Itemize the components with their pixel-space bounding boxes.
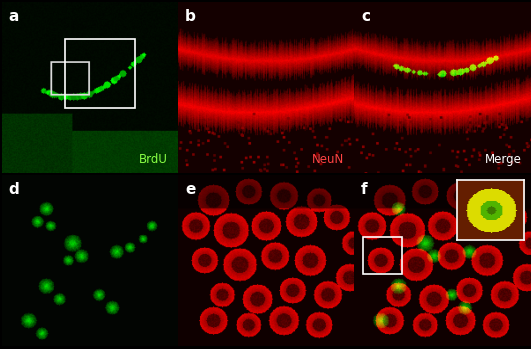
Text: NeuN: NeuN [312, 153, 344, 166]
Bar [363, 237, 402, 274]
Text: Merge: Merge [485, 153, 522, 166]
Text: e: e [185, 182, 195, 197]
Text: c: c [361, 9, 370, 24]
Text: b: b [185, 9, 196, 24]
Text: d: d [8, 182, 19, 197]
Text: BrdU: BrdU [139, 153, 168, 166]
Bar [65, 39, 135, 108]
Text: f: f [361, 182, 368, 197]
Text: a: a [8, 9, 19, 24]
